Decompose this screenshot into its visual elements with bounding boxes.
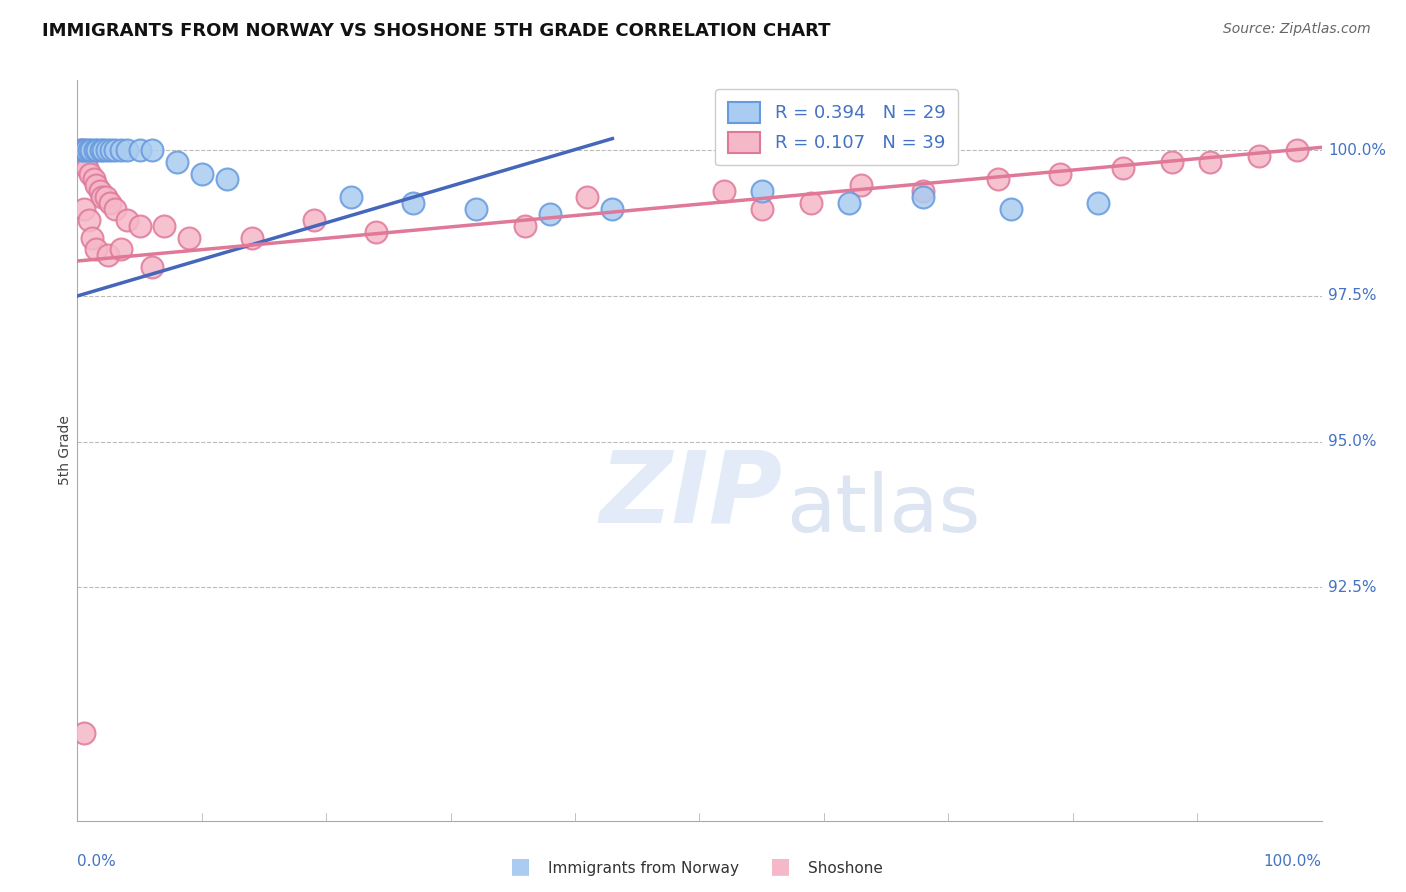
Point	[800, 195, 823, 210]
Point	[987, 172, 1010, 186]
Point	[240, 230, 263, 244]
Point	[141, 143, 163, 157]
Point	[97, 248, 120, 262]
Point	[402, 195, 425, 210]
Point	[84, 243, 107, 257]
Point	[90, 143, 112, 157]
Point	[91, 190, 114, 204]
Point	[302, 213, 325, 227]
Point	[72, 143, 94, 157]
Point	[100, 143, 122, 157]
Text: atlas: atlas	[786, 471, 981, 549]
Point	[851, 178, 873, 193]
Point	[912, 184, 935, 198]
Point	[515, 219, 537, 233]
Point	[141, 260, 163, 274]
Point	[364, 225, 387, 239]
Point	[713, 184, 735, 198]
Point	[69, 143, 91, 157]
Point	[79, 167, 101, 181]
Point	[83, 143, 105, 157]
Point	[215, 172, 238, 186]
Text: IMMIGRANTS FROM NORWAY VS SHOSHONE 5TH GRADE CORRELATION CHART: IMMIGRANTS FROM NORWAY VS SHOSHONE 5TH G…	[42, 22, 831, 40]
Point	[912, 190, 935, 204]
Point	[104, 202, 127, 216]
Point	[1049, 167, 1071, 181]
Point	[751, 184, 773, 198]
Text: ■: ■	[770, 856, 790, 876]
Point	[179, 230, 201, 244]
Point	[72, 202, 94, 216]
Y-axis label: 5th Grade: 5th Grade	[58, 416, 72, 485]
Point	[1161, 154, 1184, 169]
Point	[115, 213, 138, 227]
Point	[82, 230, 104, 244]
Point	[70, 143, 93, 157]
Point	[104, 143, 127, 157]
Point	[115, 143, 138, 157]
Point	[98, 195, 121, 210]
Point	[464, 202, 486, 216]
Point	[80, 143, 103, 157]
Text: Immigrants from Norway: Immigrants from Norway	[548, 861, 740, 876]
Point	[576, 190, 599, 204]
Point	[72, 143, 94, 157]
Text: 100.0%: 100.0%	[1327, 143, 1386, 158]
Point	[1087, 195, 1109, 210]
Point	[76, 161, 98, 175]
Point	[838, 195, 860, 210]
Point	[340, 190, 363, 204]
Text: 100.0%: 100.0%	[1264, 854, 1322, 869]
Text: ■: ■	[510, 856, 530, 876]
Point	[128, 143, 150, 157]
Text: 92.5%: 92.5%	[1327, 580, 1376, 595]
Point	[751, 202, 773, 216]
Point	[77, 143, 100, 157]
Point	[191, 167, 214, 181]
Text: 97.5%: 97.5%	[1327, 288, 1376, 303]
Legend: R = 0.394   N = 29, R = 0.107   N = 39: R = 0.394 N = 29, R = 0.107 N = 39	[716, 89, 957, 165]
Text: Source: ZipAtlas.com: Source: ZipAtlas.com	[1223, 22, 1371, 37]
Point	[110, 243, 132, 257]
Point	[538, 207, 561, 221]
Point	[128, 219, 150, 233]
Point	[75, 143, 97, 157]
Text: 0.0%: 0.0%	[77, 854, 117, 869]
Point	[93, 143, 115, 157]
Text: ZIP: ZIP	[600, 446, 783, 543]
Point	[1285, 143, 1308, 157]
Point	[1111, 161, 1133, 175]
Point	[86, 143, 108, 157]
Text: 95.0%: 95.0%	[1327, 434, 1376, 450]
Point	[1249, 149, 1271, 163]
Point	[94, 190, 117, 204]
Point	[73, 154, 96, 169]
Point	[153, 219, 176, 233]
Text: Shoshone: Shoshone	[808, 861, 883, 876]
Point	[83, 172, 105, 186]
Point	[1000, 202, 1022, 216]
Point	[72, 726, 94, 740]
Point	[110, 143, 132, 157]
Point	[166, 154, 188, 169]
Point	[602, 202, 624, 216]
Point	[84, 178, 107, 193]
Point	[77, 213, 100, 227]
Point	[89, 184, 111, 198]
Point	[96, 143, 118, 157]
Point	[1198, 154, 1220, 169]
